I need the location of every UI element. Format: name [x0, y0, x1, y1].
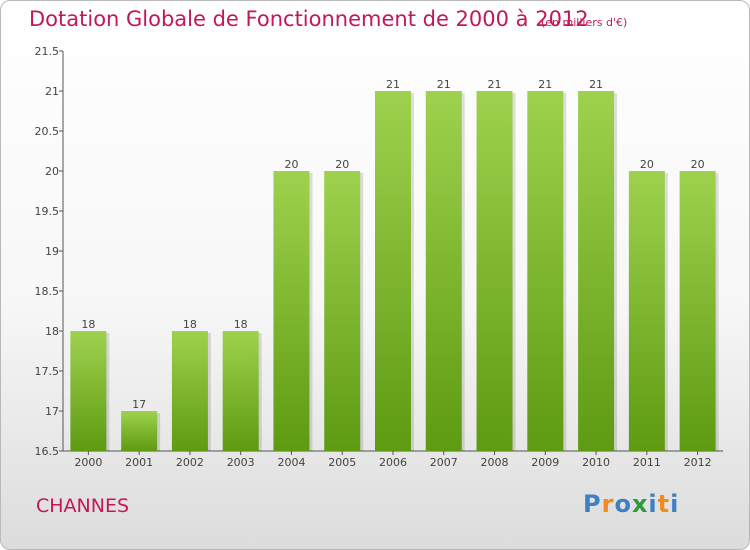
- logo-letter: i: [648, 490, 658, 518]
- logo-letter: i: [670, 490, 680, 518]
- bar: [628, 171, 665, 451]
- y-tick-label: 17.5: [35, 365, 60, 378]
- x-tick-label: 2011: [633, 456, 661, 469]
- bar-value-label: 20: [691, 158, 705, 171]
- logo-letter: x: [631, 490, 649, 518]
- logo-letter: P: [583, 490, 602, 518]
- x-tick-label: 2006: [379, 456, 407, 469]
- bar-value-label: 18: [183, 318, 197, 331]
- logo-letter: r: [601, 490, 615, 518]
- bar-value-label: 17: [132, 398, 146, 411]
- y-tick-label: 16.5: [35, 445, 60, 458]
- logo-letter: o: [614, 490, 632, 518]
- bar: [476, 91, 513, 451]
- bar: [121, 411, 158, 451]
- bar-value-label: 20: [335, 158, 349, 171]
- y-tick-label: 18: [45, 325, 59, 338]
- bar: [679, 171, 716, 451]
- y-tick-label: 19.5: [35, 205, 60, 218]
- bar: [171, 331, 208, 451]
- x-tick-label: 2003: [227, 456, 255, 469]
- y-tick-label: 21.5: [35, 45, 60, 58]
- bar-value-label: 18: [81, 318, 95, 331]
- x-tick-label: 2000: [74, 456, 102, 469]
- commune-name: CHANNES: [36, 495, 130, 517]
- x-tick-label: 2012: [684, 456, 712, 469]
- bar-value-label: 21: [538, 78, 552, 91]
- y-tick-label: 20: [45, 165, 59, 178]
- x-tick-label: 2007: [430, 456, 458, 469]
- bar: [578, 91, 615, 451]
- bar-value-label: 20: [284, 158, 298, 171]
- bar: [324, 171, 361, 451]
- bar-value-label: 21: [488, 78, 502, 91]
- bar: [222, 331, 259, 451]
- x-tick-label: 2002: [176, 456, 204, 469]
- bar-value-label: 18: [234, 318, 248, 331]
- y-tick-label: 18.5: [35, 285, 60, 298]
- x-tick-label: 2008: [481, 456, 509, 469]
- bar: [70, 331, 107, 451]
- bar-value-label: 21: [386, 78, 400, 91]
- y-tick-label: 19: [45, 245, 59, 258]
- bar: [273, 171, 310, 451]
- x-tick-label: 2009: [531, 456, 559, 469]
- bar-value-label: 21: [589, 78, 603, 91]
- x-tick-label: 2010: [582, 456, 610, 469]
- chart-subtitle: (en milliers d'€): [541, 16, 628, 29]
- bar: [375, 91, 411, 451]
- y-tick-label: 20.5: [35, 125, 60, 138]
- proxiti-logo[interactable]: Proxiti: [583, 490, 679, 518]
- bar-value-label: 21: [437, 78, 451, 91]
- x-tick-label: 2005: [328, 456, 356, 469]
- x-tick-label: 2004: [277, 456, 305, 469]
- logo-letter: t: [657, 490, 671, 518]
- bar: [425, 91, 462, 451]
- x-tick-label: 2001: [125, 456, 153, 469]
- y-tick-label: 21: [45, 85, 59, 98]
- bar-value-label: 20: [640, 158, 654, 171]
- bar: [527, 91, 564, 451]
- chart-title: Dotation Globale de Fonctionnement de 20…: [29, 7, 589, 31]
- y-tick-label: 17: [45, 405, 59, 418]
